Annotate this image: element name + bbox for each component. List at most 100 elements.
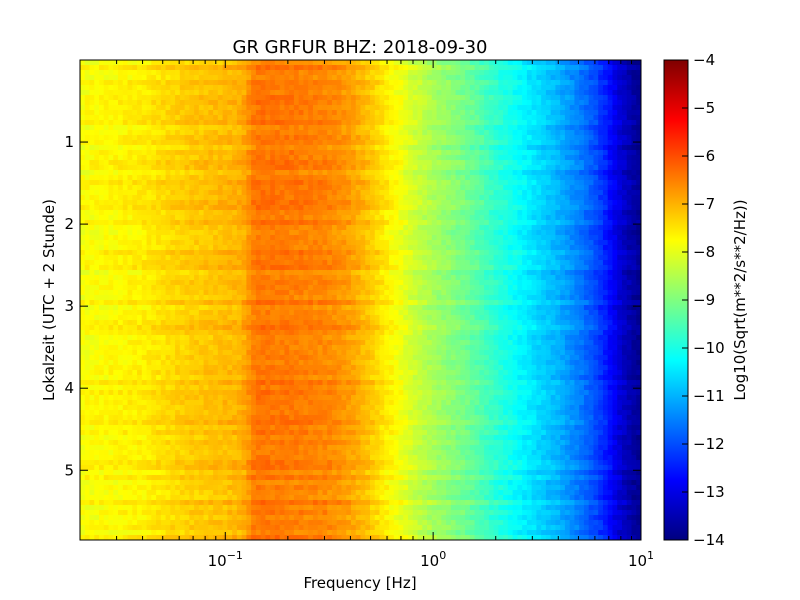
heatmap-cell bbox=[284, 200, 290, 206]
heatmap-cell bbox=[317, 475, 324, 481]
heatmap-cell bbox=[236, 245, 243, 251]
heatmap-cell bbox=[236, 505, 243, 511]
heatmap-cell bbox=[203, 250, 209, 256]
heatmap-cell bbox=[208, 390, 214, 396]
heatmap-cell bbox=[80, 345, 86, 351]
heatmap-cell bbox=[232, 505, 238, 511]
heatmap-cell bbox=[175, 345, 181, 351]
heatmap-cell bbox=[137, 460, 143, 466]
heatmap-cell bbox=[284, 295, 290, 301]
heatmap-cell bbox=[312, 445, 319, 451]
heatmap-cell bbox=[99, 170, 105, 176]
heatmap-cell bbox=[203, 175, 209, 181]
heatmap-cell bbox=[298, 220, 305, 226]
heatmap-cell bbox=[298, 70, 305, 76]
heatmap-cell bbox=[132, 400, 138, 406]
heatmap-cell bbox=[312, 95, 319, 101]
heatmap-cell bbox=[255, 125, 262, 131]
heatmap-cell bbox=[279, 500, 286, 506]
heatmap-cell bbox=[251, 160, 257, 166]
heatmap-cell bbox=[103, 185, 110, 191]
heatmap-cell bbox=[284, 440, 290, 446]
heatmap-cell bbox=[270, 480, 276, 486]
heatmap-cell bbox=[251, 470, 257, 476]
heatmap-cell bbox=[113, 125, 119, 131]
heatmap-cell bbox=[293, 525, 300, 531]
heatmap-cell bbox=[127, 440, 133, 446]
heatmap-cell bbox=[94, 520, 100, 526]
heatmap-cell bbox=[151, 490, 157, 496]
heatmap-cell bbox=[84, 70, 91, 76]
heatmap-cell bbox=[284, 80, 290, 86]
heatmap-cell bbox=[137, 420, 143, 426]
heatmap-cell bbox=[236, 335, 243, 341]
heatmap-cell bbox=[198, 65, 205, 71]
heatmap-cell bbox=[94, 205, 100, 211]
heatmap-cell bbox=[103, 395, 110, 401]
heatmap-cell bbox=[303, 150, 309, 156]
heatmap-cell bbox=[103, 225, 110, 231]
heatmap-cell bbox=[293, 490, 300, 496]
heatmap-cell bbox=[217, 250, 224, 256]
heatmap-cell bbox=[156, 160, 162, 166]
heatmap-cell bbox=[80, 80, 86, 86]
heatmap-cell bbox=[175, 70, 181, 76]
heatmap-cell bbox=[122, 425, 129, 431]
heatmap-cell bbox=[279, 75, 286, 81]
heatmap-cell bbox=[208, 215, 214, 221]
heatmap-cell bbox=[203, 365, 209, 371]
heatmap-cell bbox=[122, 310, 129, 316]
heatmap-cell bbox=[279, 340, 286, 346]
heatmap-cell bbox=[217, 475, 224, 481]
heatmap-cell bbox=[189, 490, 195, 496]
heatmap-cell bbox=[293, 380, 300, 386]
heatmap-cell bbox=[122, 160, 129, 166]
heatmap-cell bbox=[246, 335, 252, 341]
heatmap-cell bbox=[255, 190, 262, 196]
heatmap-cell bbox=[184, 515, 190, 521]
heatmap-cell bbox=[127, 170, 133, 176]
heatmap-cell bbox=[236, 435, 243, 441]
heatmap-cell bbox=[213, 105, 219, 111]
heatmap-cell bbox=[189, 450, 195, 456]
heatmap-cell bbox=[127, 95, 133, 101]
heatmap-cell bbox=[194, 370, 200, 376]
heatmap-cell bbox=[317, 170, 324, 176]
heatmap-cell bbox=[236, 470, 243, 476]
heatmap-cell bbox=[298, 300, 305, 306]
heatmap-cell bbox=[165, 335, 171, 341]
heatmap-cell bbox=[241, 465, 247, 471]
heatmap-cell bbox=[327, 80, 333, 86]
heatmap-cell bbox=[284, 85, 290, 91]
heatmap-cell bbox=[270, 75, 276, 81]
heatmap-cell bbox=[89, 130, 95, 136]
heatmap-cell bbox=[118, 500, 124, 506]
heatmap-cell bbox=[203, 510, 209, 516]
heatmap-cell bbox=[89, 345, 95, 351]
heatmap-cell bbox=[137, 260, 143, 266]
heatmap-cell bbox=[179, 340, 186, 346]
heatmap-cell bbox=[160, 300, 167, 306]
heatmap-cell bbox=[255, 335, 262, 341]
heatmap-cell bbox=[279, 380, 286, 386]
heatmap-cell bbox=[151, 170, 157, 176]
heatmap-cell bbox=[84, 165, 91, 171]
heatmap-cell bbox=[274, 515, 281, 521]
heatmap-cell bbox=[141, 230, 148, 236]
heatmap-cell bbox=[293, 210, 300, 216]
heatmap-cell bbox=[84, 400, 91, 406]
heatmap-cell bbox=[232, 430, 238, 436]
heatmap-cell bbox=[156, 85, 162, 91]
heatmap-cell bbox=[308, 280, 314, 286]
heatmap-cell bbox=[227, 525, 233, 531]
heatmap-cell bbox=[246, 100, 252, 106]
heatmap-cell bbox=[170, 220, 176, 226]
heatmap-cell bbox=[270, 415, 276, 421]
heatmap-cell bbox=[222, 80, 228, 86]
heatmap-cell bbox=[274, 340, 281, 346]
heatmap-cell bbox=[303, 370, 309, 376]
heatmap-cell bbox=[80, 470, 86, 476]
heatmap-cell bbox=[99, 205, 105, 211]
heatmap-cell bbox=[146, 370, 152, 376]
heatmap-cell bbox=[99, 270, 105, 276]
